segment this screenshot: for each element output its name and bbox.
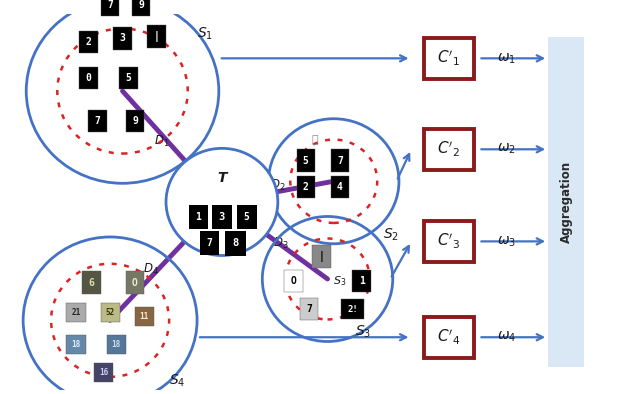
Text: $S_3$: $S_3$ <box>356 324 372 340</box>
Text: $S_2$: $S_2$ <box>383 226 399 243</box>
Text: 0: 0 <box>85 73 91 83</box>
Ellipse shape <box>166 148 278 255</box>
Text: 5: 5 <box>244 212 250 222</box>
Text: 7: 7 <box>337 156 343 165</box>
Text: 7: 7 <box>95 116 100 126</box>
Text: $D_2$: $D_2$ <box>270 177 286 193</box>
Text: 7: 7 <box>107 0 113 9</box>
Bar <box>548 37 584 367</box>
Text: 🐾: 🐾 <box>312 135 318 145</box>
Text: $S_1$: $S_1$ <box>197 26 213 42</box>
FancyBboxPatch shape <box>424 316 474 358</box>
Text: $\omega_2$: $\omega_2$ <box>497 142 516 156</box>
Text: 11: 11 <box>140 312 149 321</box>
Text: $C'_3$: $C'_3$ <box>437 232 461 251</box>
Text: |: | <box>318 251 324 262</box>
Text: T: T <box>217 171 227 185</box>
Text: 5: 5 <box>303 156 309 165</box>
Text: 21: 21 <box>71 309 80 317</box>
Text: 18: 18 <box>112 340 121 349</box>
Text: 9: 9 <box>139 0 144 9</box>
Text: $\omega_3$: $\omega_3$ <box>497 234 516 249</box>
Text: 8: 8 <box>233 238 239 248</box>
Text: $D_3$: $D_3$ <box>273 236 289 251</box>
Text: 16: 16 <box>99 368 109 377</box>
Text: $S_3$: $S_3$ <box>333 274 346 288</box>
Text: 2!: 2! <box>347 305 358 314</box>
Text: |: | <box>154 31 160 42</box>
Text: $C'_2$: $C'_2$ <box>437 139 460 159</box>
Text: 7: 7 <box>207 238 212 248</box>
Text: 1: 1 <box>359 276 364 286</box>
Text: 9: 9 <box>132 116 138 126</box>
Text: 3: 3 <box>219 212 225 222</box>
Text: 7: 7 <box>306 304 312 314</box>
Text: 3: 3 <box>120 33 125 43</box>
Text: $\omega_4$: $\omega_4$ <box>497 330 516 344</box>
Text: 5: 5 <box>126 73 132 83</box>
Text: $C'_4$: $C'_4$ <box>437 327 461 347</box>
Text: O: O <box>132 278 138 288</box>
Text: 4: 4 <box>337 182 343 192</box>
Text: $D_1$: $D_1$ <box>154 134 170 149</box>
Text: 2: 2 <box>85 37 91 47</box>
Text: 1: 1 <box>195 212 202 222</box>
Text: $\omega_1$: $\omega_1$ <box>497 51 516 65</box>
Text: $C'_1$: $C'_1$ <box>437 49 461 68</box>
Text: O: O <box>290 276 296 286</box>
Text: 2: 2 <box>303 182 309 192</box>
FancyBboxPatch shape <box>424 221 474 262</box>
Text: Aggregation: Aggregation <box>560 161 573 243</box>
Text: $S_4$: $S_4$ <box>169 373 185 389</box>
FancyBboxPatch shape <box>424 128 474 170</box>
Text: 6: 6 <box>89 278 94 288</box>
FancyBboxPatch shape <box>424 38 474 79</box>
Text: 52: 52 <box>105 309 115 317</box>
Text: 18: 18 <box>71 340 80 349</box>
Text: $D_4$: $D_4$ <box>142 262 158 277</box>
